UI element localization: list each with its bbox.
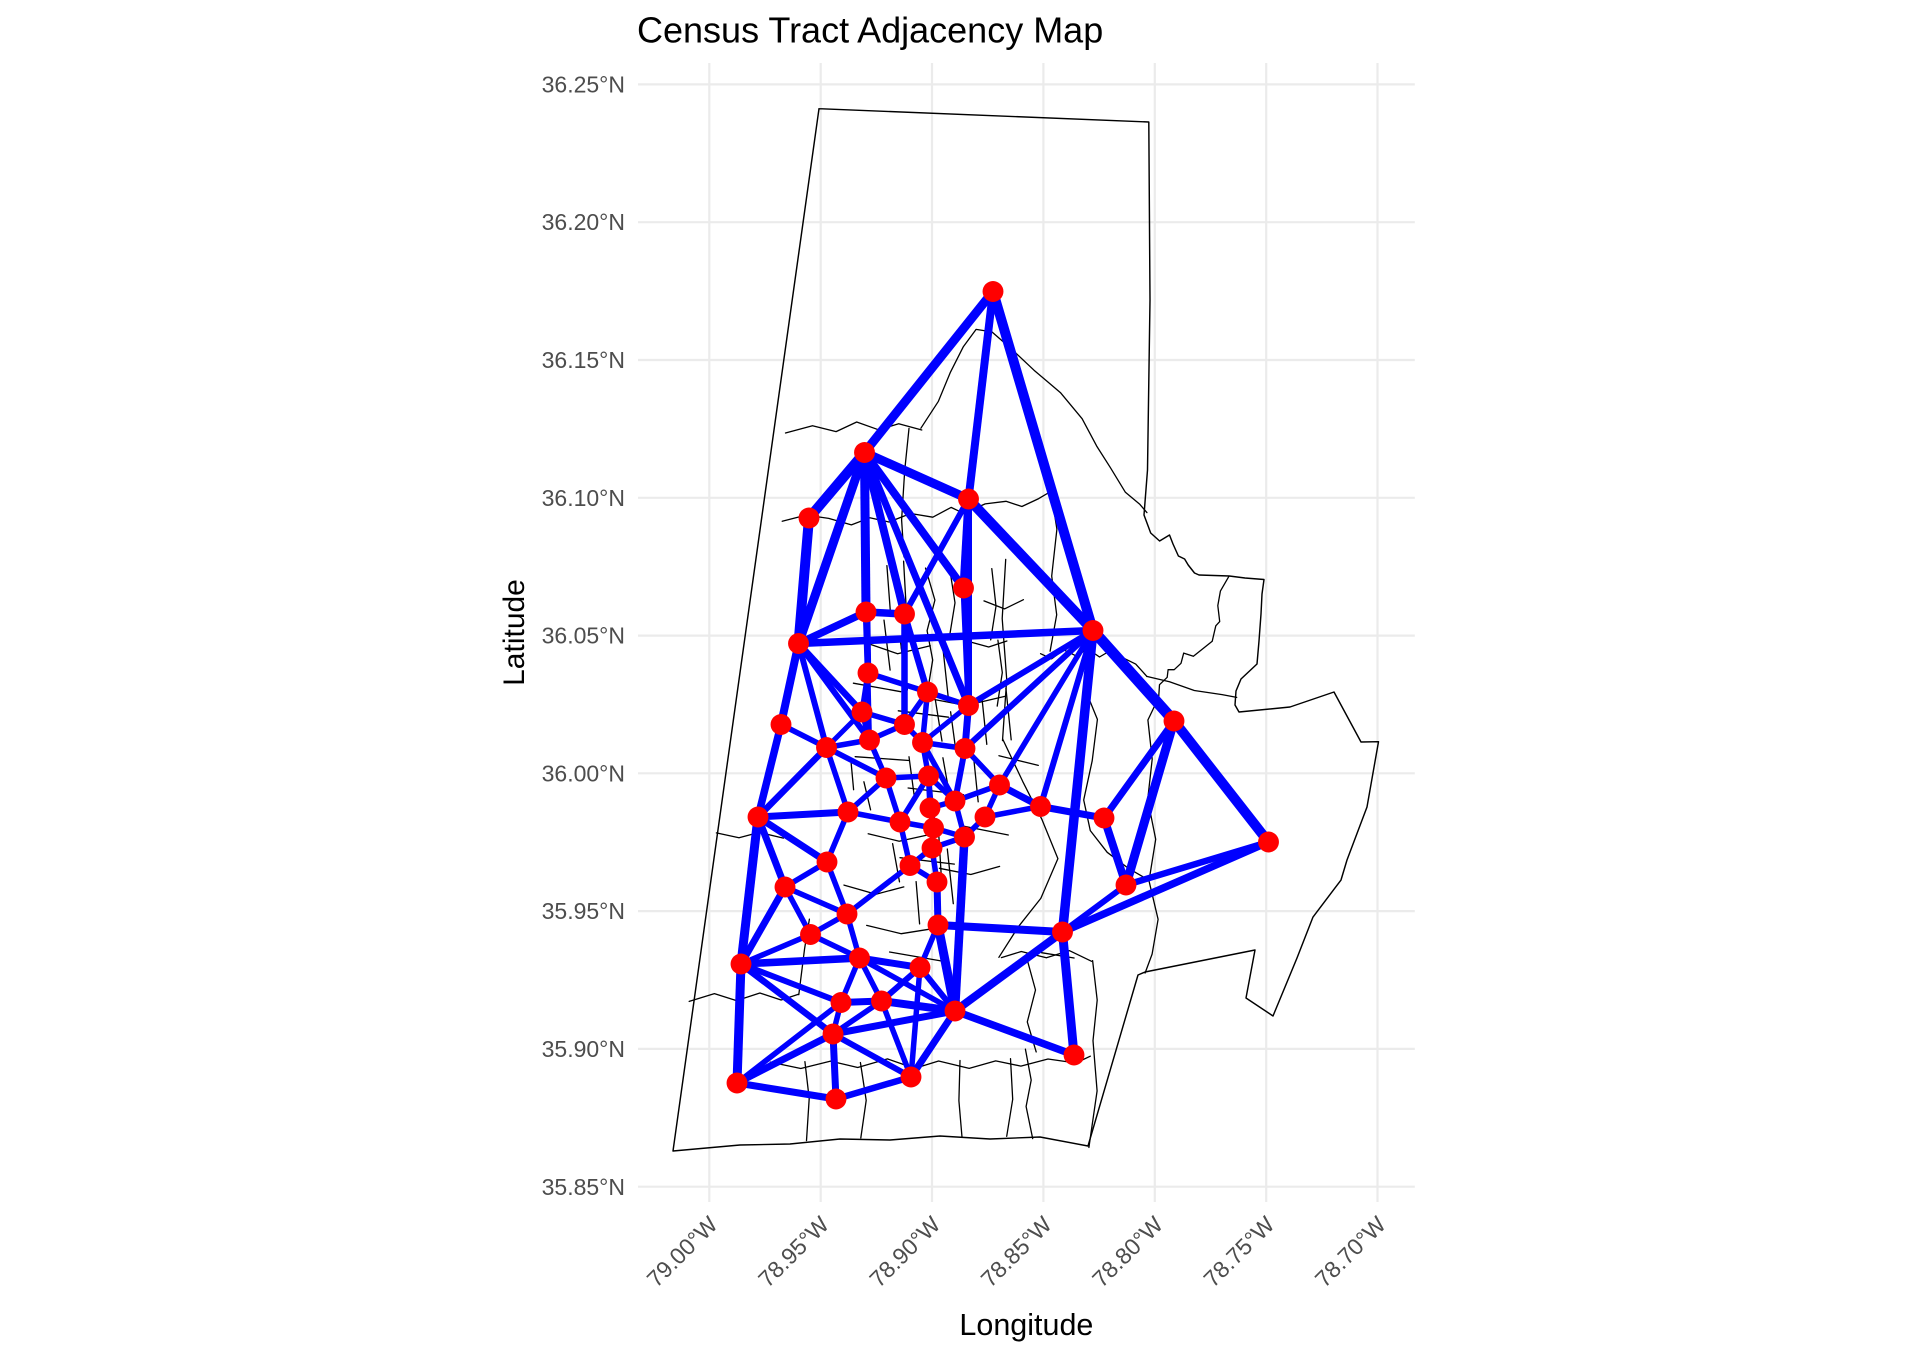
svg-text:Census Tract Adjacency Map: Census Tract Adjacency Map xyxy=(637,10,1103,51)
svg-text:36.25°N: 36.25°N xyxy=(542,71,625,97)
svg-text:Latitude: Latitude xyxy=(498,579,531,686)
svg-text:35.90°N: 35.90°N xyxy=(542,1036,625,1062)
svg-text:36.20°N: 36.20°N xyxy=(542,209,625,235)
svg-text:36.05°N: 36.05°N xyxy=(542,623,625,649)
svg-text:36.10°N: 36.10°N xyxy=(542,485,625,511)
svg-text:36.15°N: 36.15°N xyxy=(542,347,625,373)
svg-text:35.95°N: 35.95°N xyxy=(542,898,625,924)
svg-text:36.00°N: 36.00°N xyxy=(542,760,625,786)
svg-text:35.85°N: 35.85°N xyxy=(542,1174,625,1200)
svg-text:Longitude: Longitude xyxy=(959,1308,1093,1342)
